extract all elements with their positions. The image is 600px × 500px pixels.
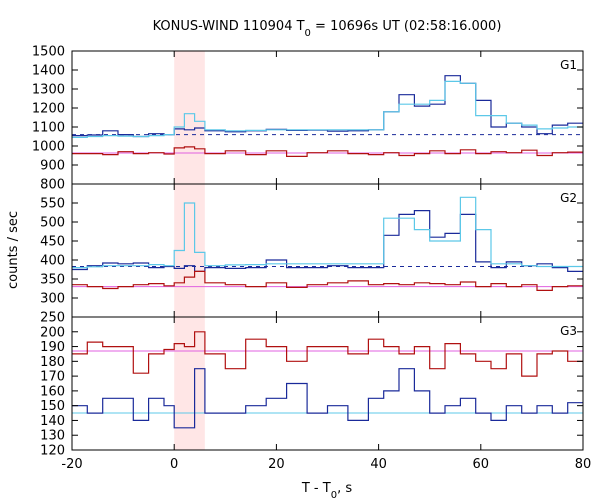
y-tick-label: 1000 [32,140,65,155]
y-tick-label: 250 [40,311,65,326]
x-axis-label-suffix: , s [337,481,352,496]
x-axis-label: T - T0, s [301,481,352,500]
panel-label: G3 [560,324,577,338]
panel-frame [71,316,584,451]
y-tick-label: 800 [40,178,65,193]
highlight-band [174,51,205,184]
chart-title: KONUS-WIND 110904 T0 = 10696s UT (02:58:… [153,19,502,39]
y-tick-label: 300 [40,292,65,307]
y-tick-label: 200 [40,325,65,340]
x-axis-label-sub: 0 [331,490,337,500]
x-tick-label: 20 [268,457,285,472]
x-tick-label: 0 [170,457,178,472]
series-red [72,270,583,291]
series-red [72,146,583,157]
y-tick-label: 160 [40,384,65,399]
x-tick-label: 40 [370,457,387,472]
y-tick-label: 400 [40,254,65,269]
y-tick-label: 450 [40,235,65,250]
y-tick-label: 190 [40,340,65,355]
chart-title-suffix: = 10696s UT (02:58:16.000) [311,19,501,34]
y-tick-label: 500 [40,216,65,231]
x-axis-label-prefix: T - T [301,481,331,496]
y-tick-label: 1400 [32,64,65,79]
y-tick-label: 1100 [32,121,65,136]
series-blue [72,210,583,272]
y-tick-label: 130 [40,429,65,444]
series-cyan [72,80,583,138]
y-tick-label: 180 [40,355,65,370]
x-tick-label: 60 [473,457,490,472]
series-blue [72,75,583,138]
y-tick-label: 900 [40,159,65,174]
series-cyan [72,196,583,269]
y-tick-label: 1500 [32,45,65,60]
panel-g2: 250 300 350 400 450 500 550 G2 [40,183,584,326]
y-tick-label: 350 [40,273,65,288]
x-axis: -20 0 20 40 60 80 [61,457,591,472]
y-tick-label: 150 [40,399,65,414]
y-tick-label: 120 [40,444,65,459]
y-tick-label: 550 [40,197,65,212]
x-tick-label: 80 [575,457,592,472]
panel-g1: 800 900 1000 1100 1200 1300 1400 1500 G1 [32,45,584,193]
panel-frame [71,183,584,318]
chart-title-prefix: KONUS-WIND 110904 T [153,19,305,34]
y-tick-label: 140 [40,414,65,429]
panel-label: G2 [560,191,577,205]
series-blue [72,368,583,429]
chart-title-sub: 0 [305,28,311,39]
panel-label: G1 [560,58,577,72]
y-tick-label: 1200 [32,102,65,117]
y-axis-label: counts / sec [6,211,21,289]
chart-plot-area: 800900100011001200130014001500G125030035… [32,45,591,473]
x-tick-label: -20 [61,457,82,472]
y-tick-label: 1300 [32,83,65,98]
series-red [72,331,583,377]
y-tick-label: 170 [40,370,65,385]
highlight-band [174,317,205,450]
